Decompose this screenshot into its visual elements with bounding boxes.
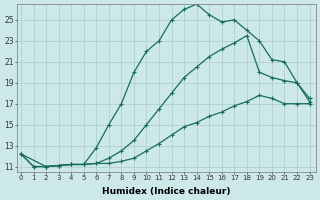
X-axis label: Humidex (Indice chaleur): Humidex (Indice chaleur) xyxy=(102,187,231,196)
